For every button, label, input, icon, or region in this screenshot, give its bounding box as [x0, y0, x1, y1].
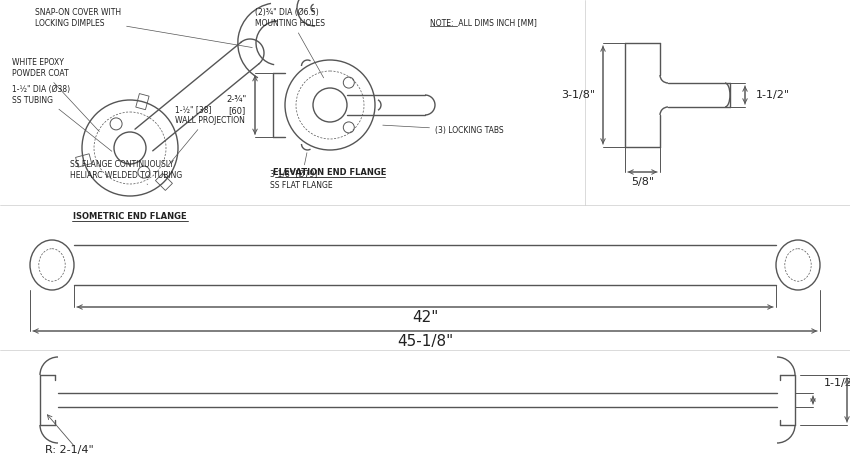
Bar	[156, 173, 173, 191]
Text: WHITE EPOXY
POWDER COAT: WHITE EPOXY POWDER COAT	[12, 58, 99, 132]
Text: 3-1/8": 3-1/8"	[561, 90, 595, 100]
Text: 3-1/8" [Ø79]
SS FLAT FLANGE: 3-1/8" [Ø79] SS FLAT FLANGE	[270, 153, 332, 190]
Bar	[76, 154, 92, 167]
Text: 45-1/8": 45-1/8"	[397, 333, 453, 348]
Text: 2-¾"
[60]: 2-¾" [60]	[227, 95, 247, 115]
Text: 5/8": 5/8"	[631, 177, 654, 187]
Text: (2)¾" DIA (Ø6.5)
MOUNTING HOLES: (2)¾" DIA (Ø6.5) MOUNTING HOLES	[255, 8, 325, 78]
Text: 1-1/2": 1-1/2"	[756, 90, 790, 100]
Text: (3) LOCKING TABS: (3) LOCKING TABS	[382, 125, 503, 134]
Text: SS FLANGE CONTINUOUSLY
HELIARC WELDED TO TUBING: SS FLANGE CONTINUOUSLY HELIARC WELDED TO…	[70, 160, 182, 185]
Bar	[136, 93, 149, 110]
Text: NOTE:  ALL DIMS INCH [MM]: NOTE: ALL DIMS INCH [MM]	[430, 18, 537, 27]
Text: ELEVATION END FLANGE: ELEVATION END FLANGE	[274, 167, 387, 177]
Text: 1-½" DIA (Ø38)
SS TUBING: 1-½" DIA (Ø38) SS TUBING	[12, 85, 112, 151]
Text: ISOMETRIC END FLANGE: ISOMETRIC END FLANGE	[73, 212, 187, 220]
Text: 1-1/2": 1-1/2"	[824, 378, 850, 388]
Text: R: 2-1/4": R: 2-1/4"	[45, 445, 94, 455]
Text: 42": 42"	[411, 310, 439, 325]
Text: 1-½" [38]
WALL PROJECTION: 1-½" [38] WALL PROJECTION	[167, 105, 245, 166]
Text: SNAP-ON COVER WITH
LOCKING DIMPLES: SNAP-ON COVER WITH LOCKING DIMPLES	[35, 8, 252, 47]
